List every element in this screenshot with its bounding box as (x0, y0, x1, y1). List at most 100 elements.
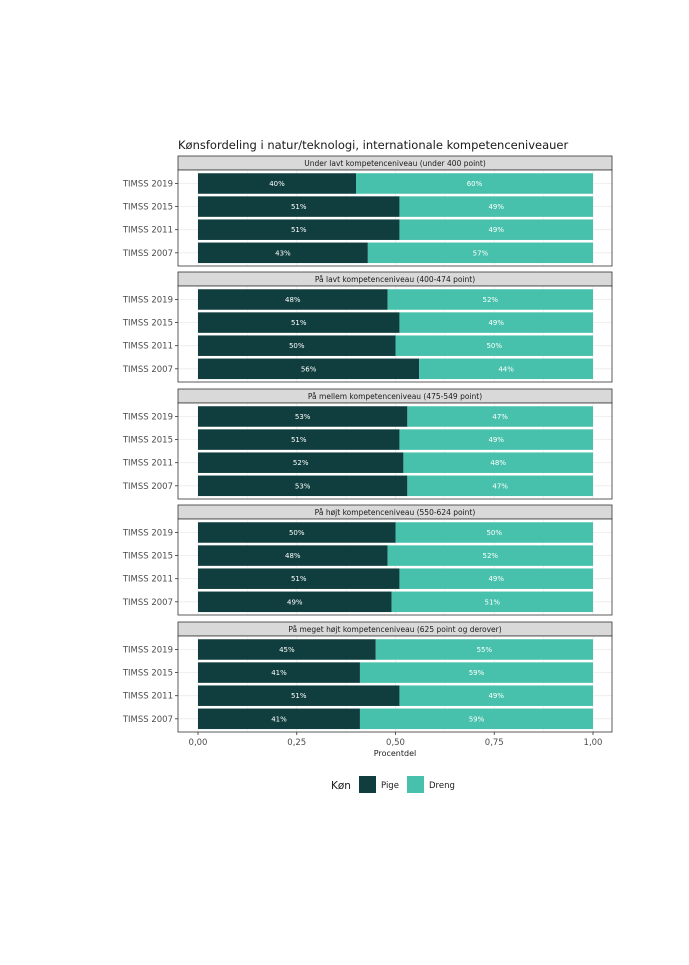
data-label: 40% (269, 180, 285, 188)
bar-dreng (399, 568, 593, 589)
chart-title: Kønsfordeling i natur/teknologi, interna… (178, 138, 569, 152)
y-tick-label: TIMSS 2015 (122, 436, 173, 446)
bar-pige (198, 242, 368, 264)
y-tick-label: TIMSS 2011 (122, 575, 173, 585)
bar-dreng (375, 639, 593, 660)
panel-border (177, 169, 613, 267)
y-tick-label: TIMSS 2007 (122, 598, 173, 608)
y-tick-label: TIMSS 2007 (122, 249, 173, 259)
bar-pige (198, 522, 396, 543)
data-label: 50% (289, 529, 305, 537)
bar-dreng (395, 522, 593, 543)
data-label: 55% (477, 646, 493, 654)
bar-dreng (359, 708, 593, 730)
data-label: 49% (488, 692, 504, 700)
bar-dreng (399, 685, 593, 706)
bar-pige (198, 335, 396, 356)
data-label: 43% (275, 249, 291, 257)
bar-pige (198, 406, 408, 427)
bar-pige (198, 475, 408, 497)
bar-dreng (399, 219, 593, 240)
data-label: 51% (291, 226, 307, 234)
bar-dreng (387, 289, 593, 310)
legend: Køn Pige Dreng (331, 776, 455, 793)
data-label: 51% (484, 598, 500, 606)
facet-panel: På lavt kompetenceniveau (400-474 point)… (122, 271, 613, 383)
facet-panel: På mellem kompetenceniveau (475-549 poin… (122, 388, 613, 500)
bar-pige (198, 685, 400, 706)
data-label: 44% (498, 365, 514, 373)
x-tick-label: 0,00 (189, 738, 208, 748)
y-tick-label: TIMSS 2011 (122, 459, 173, 469)
data-label: 48% (285, 296, 301, 304)
bar-dreng (367, 242, 593, 264)
data-label: 48% (285, 552, 301, 560)
data-label: 51% (291, 203, 307, 211)
data-label: 48% (490, 459, 506, 467)
bar-pige (198, 452, 404, 473)
bar-pige (198, 545, 388, 566)
x-tick-label: 0,25 (287, 738, 306, 748)
data-label: 50% (289, 342, 305, 350)
bar-pige (198, 662, 360, 683)
facet-panels: Under lavt kompetenceniveau (under 400 p… (122, 155, 613, 733)
bar-dreng (399, 196, 593, 217)
bar-dreng (399, 312, 593, 333)
y-tick-label: TIMSS 2019 (122, 180, 173, 190)
bar-pige (198, 429, 400, 450)
bar-dreng (359, 662, 593, 683)
bar-pige (198, 312, 400, 333)
bar-pige (198, 591, 392, 613)
data-label: 49% (488, 319, 504, 327)
bar-dreng (356, 173, 593, 194)
bar-pige (198, 289, 388, 310)
data-label: 53% (295, 413, 311, 421)
y-tick-label: TIMSS 2007 (122, 365, 173, 375)
bar-dreng (391, 591, 593, 613)
data-label: 51% (291, 692, 307, 700)
data-label: 53% (295, 482, 311, 490)
data-label: 57% (473, 249, 489, 257)
y-tick-label: TIMSS 2015 (122, 203, 173, 213)
y-tick-label: TIMSS 2019 (122, 529, 173, 539)
data-label: 59% (469, 715, 485, 723)
panel-border (177, 402, 613, 500)
bar-dreng (419, 358, 593, 380)
bar-pige (198, 568, 400, 589)
legend-title: Køn (331, 780, 351, 792)
data-label: 49% (488, 226, 504, 234)
data-label: 52% (293, 459, 309, 467)
data-label: 49% (488, 436, 504, 444)
data-label: 59% (469, 669, 485, 677)
data-label: 60% (467, 180, 483, 188)
data-label: 56% (301, 365, 317, 373)
data-label: 45% (279, 646, 295, 654)
y-tick-label: TIMSS 2007 (122, 715, 173, 725)
data-label: 41% (271, 715, 287, 723)
bar-pige (198, 196, 400, 217)
data-label: 47% (492, 413, 508, 421)
data-label: 50% (486, 529, 502, 537)
x-axis: 0,00 0,25 0,50 0,75 1,00 (189, 732, 603, 748)
data-label: 51% (291, 436, 307, 444)
x-tick-label: 0,75 (485, 738, 504, 748)
data-label: 51% (291, 319, 307, 327)
bar-pige (198, 219, 400, 240)
y-tick-label: TIMSS 2007 (122, 482, 173, 492)
data-label: 52% (483, 552, 499, 560)
bar-pige (198, 173, 356, 194)
x-tick-label: 1,00 (584, 738, 603, 748)
facet-strip-label: På lavt kompetenceniveau (400-474 point) (315, 275, 475, 284)
bar-dreng (403, 452, 593, 473)
y-tick-label: TIMSS 2011 (122, 342, 173, 352)
x-axis-label: Procentdel (374, 749, 416, 758)
data-label: 49% (287, 598, 303, 606)
bar-pige (198, 639, 376, 660)
data-label: 49% (488, 575, 504, 583)
y-tick-label: TIMSS 2015 (122, 552, 173, 562)
y-tick-label: TIMSS 2019 (122, 413, 173, 423)
y-tick-label: TIMSS 2019 (122, 646, 173, 656)
data-label: 41% (271, 669, 287, 677)
legend-swatch-dreng (407, 776, 424, 793)
data-label: 49% (488, 203, 504, 211)
